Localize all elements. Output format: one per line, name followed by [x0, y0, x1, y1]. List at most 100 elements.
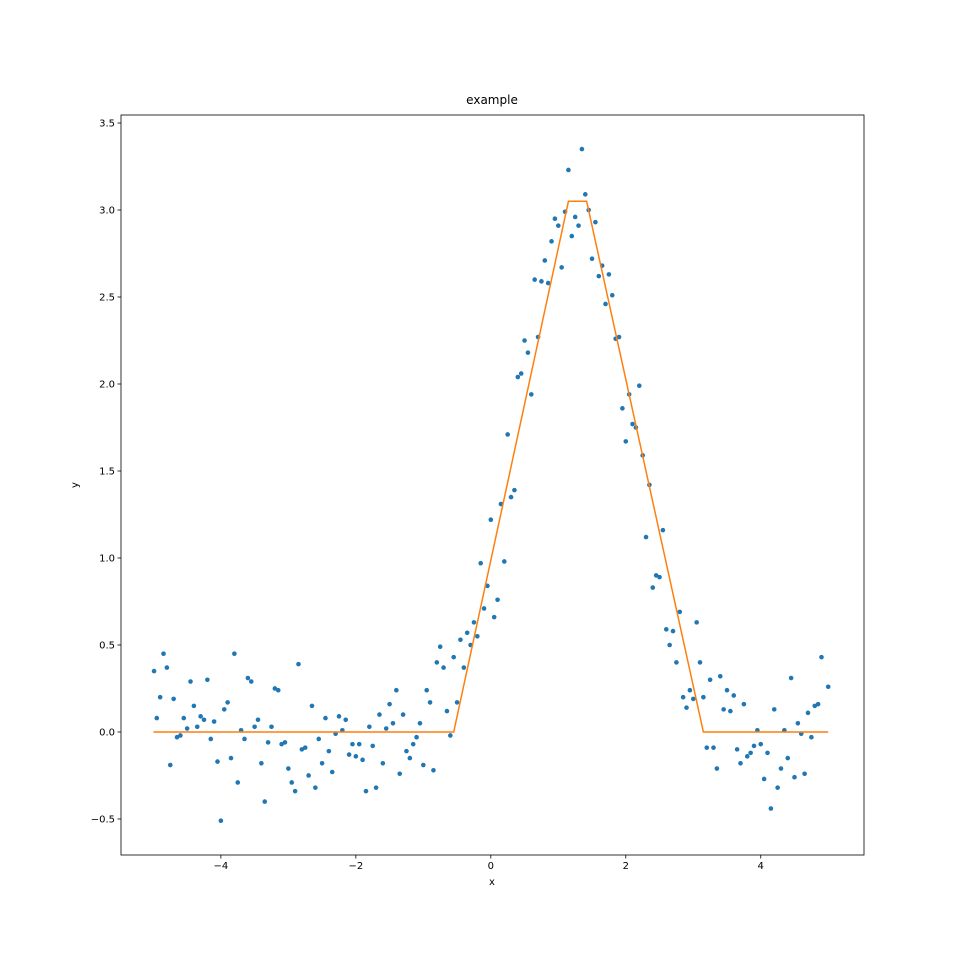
y-tick-label: 1.5	[99, 466, 115, 477]
scatter-point	[518, 371, 524, 376]
scatter-point	[181, 715, 187, 721]
scatter-point	[323, 715, 328, 721]
line	[153, 200, 829, 733]
scatter-point	[748, 750, 753, 756]
scatter-point	[252, 724, 257, 730]
scatter-point	[461, 665, 467, 670]
scatter-point	[643, 534, 649, 540]
scatter-point	[724, 687, 730, 693]
scatter-point	[515, 374, 521, 380]
scatter-point	[363, 788, 369, 794]
scatter-point	[734, 747, 740, 752]
scatter-point	[306, 773, 311, 778]
scatter-point	[704, 745, 710, 750]
scatter-point	[289, 780, 295, 785]
scatter-point	[660, 527, 666, 533]
scatter-point	[259, 761, 264, 766]
scatter-point	[674, 660, 679, 665]
scatter-point	[711, 745, 716, 750]
scatter-point	[471, 620, 477, 625]
scatter-point	[744, 754, 750, 759]
scatter-point	[593, 219, 598, 225]
scatter-point	[184, 726, 190, 731]
scatter-point	[242, 736, 247, 742]
scatter-point	[151, 668, 157, 674]
scatter-point	[262, 799, 268, 804]
scatter-point	[336, 714, 342, 719]
scatter-point	[795, 720, 801, 726]
scatter-point	[164, 665, 170, 670]
scatter-point	[761, 776, 767, 782]
scatter-point	[684, 705, 689, 710]
scatter-point	[458, 637, 463, 643]
scatter-point	[576, 223, 581, 228]
scatter-point	[768, 806, 774, 811]
scatter-point	[657, 574, 662, 580]
scatter-point	[326, 748, 332, 754]
scatter-point	[529, 392, 534, 397]
scatter-point	[488, 517, 494, 523]
scatter-point	[370, 743, 376, 749]
scatter-point	[157, 694, 163, 700]
scatter-point	[265, 740, 271, 745]
scatter-point	[775, 785, 780, 790]
scatter-point	[812, 703, 818, 709]
scatter-point	[667, 642, 672, 648]
y-tick-label: −0.5	[91, 814, 115, 825]
x-tick-label: 2	[623, 861, 629, 872]
scatter-point	[697, 660, 703, 665]
scatter-point	[765, 750, 770, 756]
scatter-point	[441, 665, 446, 670]
scatter-point	[356, 741, 362, 747]
plot-frame	[120, 114, 865, 856]
scatter-point	[815, 701, 821, 707]
scatter-point	[805, 710, 811, 716]
scatter-point	[380, 761, 386, 766]
scatter-point	[198, 714, 203, 719]
scatter-point	[292, 788, 298, 794]
scatter-point	[539, 279, 544, 284]
scatter-point	[508, 494, 514, 500]
scatter-point	[208, 736, 214, 742]
scatter-point	[191, 703, 197, 709]
scatter-point	[410, 741, 416, 747]
scatter-point	[302, 745, 308, 750]
scatter-point	[360, 757, 365, 763]
scatter-point	[751, 743, 757, 749]
scatter-point	[367, 724, 372, 730]
scatter-point	[609, 292, 615, 298]
scatter-point	[313, 785, 318, 790]
scatter-point	[232, 651, 237, 656]
scatter-point	[616, 334, 622, 340]
scatter-point	[383, 726, 389, 731]
scatter-point	[650, 585, 656, 590]
scatter-point	[687, 687, 693, 693]
scatter-point	[235, 780, 241, 785]
scatter-point	[194, 724, 200, 730]
scatter-point	[282, 740, 288, 745]
scatter-point	[788, 675, 794, 681]
scatter-point	[343, 717, 349, 723]
scatter-point	[478, 560, 483, 566]
scatter-point	[569, 233, 575, 239]
scatter-point	[559, 265, 564, 270]
scatter-point	[245, 675, 251, 681]
scatter-point	[707, 677, 713, 683]
scatter-point	[171, 696, 176, 702]
scatter-point	[653, 573, 659, 578]
scatter-point	[279, 741, 284, 747]
scatter-point	[606, 272, 612, 277]
scatter-point	[319, 761, 325, 766]
scatter-point	[505, 432, 510, 437]
scatter-point	[792, 774, 797, 780]
scatter-point	[555, 223, 561, 228]
scatter-point	[819, 654, 824, 660]
scatter-point	[721, 707, 726, 712]
scatter-point	[417, 720, 423, 726]
scatter-point	[825, 684, 831, 690]
scatter-point	[296, 661, 301, 667]
scatter-point	[502, 559, 507, 564]
scatter-point	[670, 628, 676, 634]
y-tick-label: 1.0	[99, 553, 115, 564]
scatter-point	[404, 748, 409, 754]
